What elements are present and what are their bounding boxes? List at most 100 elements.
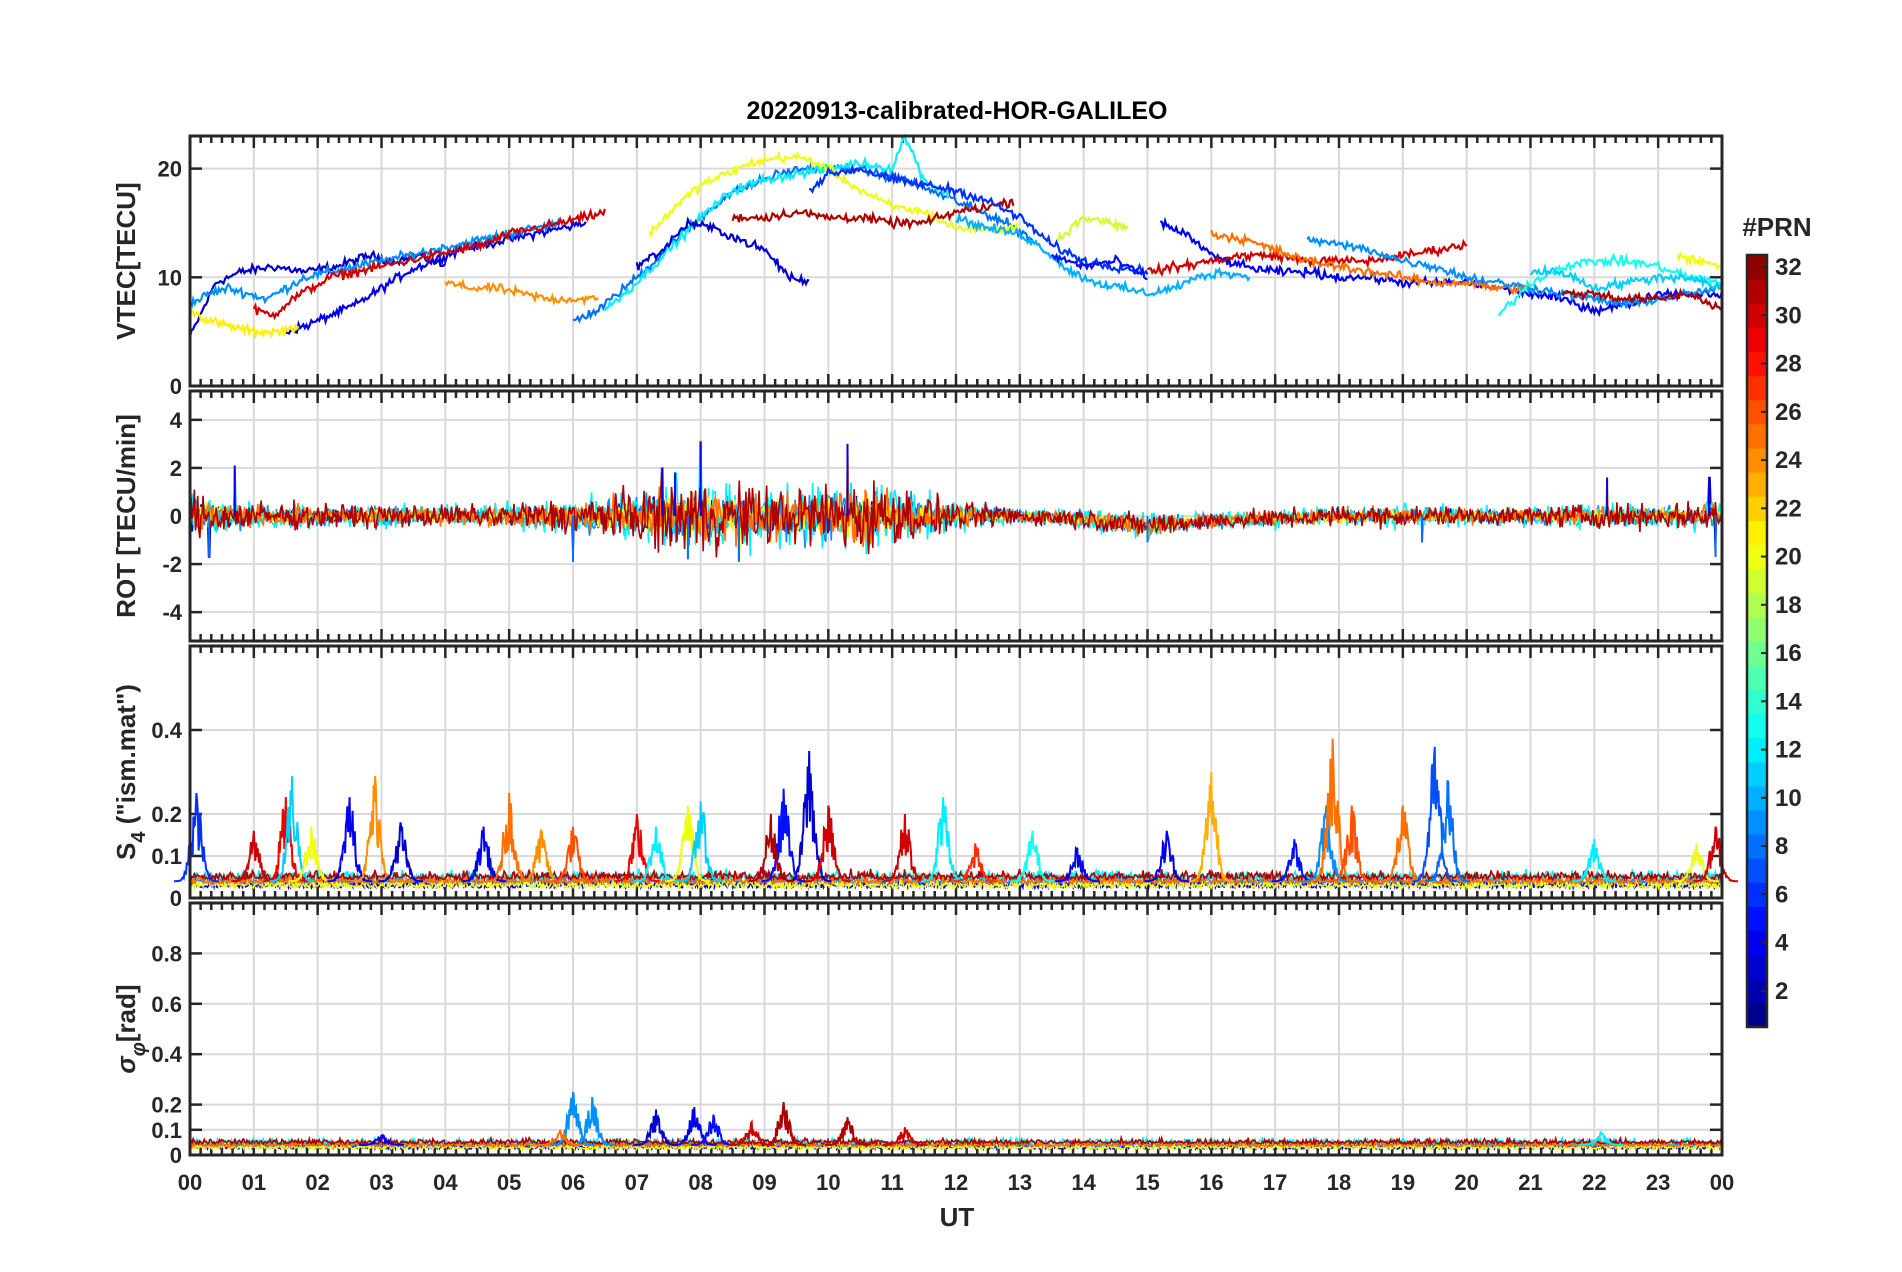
colorbar-cell bbox=[1747, 641, 1767, 666]
panel-vtec-yticks: 0 10 20 bbox=[158, 157, 182, 399]
colorbar-cell bbox=[1747, 882, 1767, 907]
series-line-prn-31 bbox=[189, 472, 1723, 558]
colorbar-cell bbox=[1747, 327, 1767, 353]
colorbar-cell bbox=[1747, 520, 1767, 546]
x-tick-label: 12 bbox=[944, 1170, 968, 1195]
series-line-prn-4 bbox=[1159, 216, 1724, 318]
panel-s4-yticks: 0 0.1 0.2 0.4 bbox=[151, 718, 182, 911]
panel-sigma-phi-ylabel-sub: φ bbox=[128, 1042, 150, 1056]
panel-sigma-phi-ylabel-rest: [rad] bbox=[111, 984, 141, 1042]
colorbar-cell bbox=[1747, 255, 1767, 280]
burst-prn-11 bbox=[269, 776, 315, 883]
colorbar-tick-label: 24 bbox=[1775, 447, 1802, 474]
x-tick-label: 07 bbox=[625, 1170, 649, 1195]
burst-prn-27 bbox=[952, 843, 998, 883]
y-tick-label: 20 bbox=[158, 157, 182, 182]
x-tick-label: 10 bbox=[816, 1170, 840, 1195]
colorbar-cell bbox=[1747, 906, 1767, 932]
burst-prn-9 bbox=[1303, 805, 1349, 883]
series-line-prn-25 bbox=[189, 1137, 1723, 1150]
x-tick-label: 16 bbox=[1199, 1170, 1223, 1195]
colorbar-tick-label: 18 bbox=[1775, 592, 1802, 619]
colorbar-tick-label: 6 bbox=[1775, 881, 1788, 908]
y-tick-label: 0 bbox=[170, 504, 182, 529]
colorbar-cell bbox=[1747, 472, 1767, 497]
x-tick-label: 11 bbox=[881, 1170, 904, 1195]
colorbar-cell bbox=[1747, 568, 1767, 594]
y-tick-label: 0.1 bbox=[151, 1118, 182, 1143]
panel-sigma-phi-ylabel-main: σ bbox=[111, 1055, 141, 1074]
colorbar-tick-label: 2 bbox=[1775, 978, 1788, 1005]
y-tick-label: 0.4 bbox=[151, 1042, 182, 1067]
series-line-prn-3 bbox=[635, 216, 810, 287]
panel-sigma-phi: 00.10.2 0.4 0.6 0.8 σφ[rad] bbox=[111, 901, 1724, 1168]
x-tick-label: 05 bbox=[497, 1170, 521, 1195]
burst-prn-31 bbox=[748, 813, 794, 883]
x-tick-label: 01 bbox=[242, 1170, 266, 1195]
colorbar-tick-label: 10 bbox=[1775, 785, 1802, 812]
colorbar-cell bbox=[1747, 616, 1767, 642]
burst-prn-3 bbox=[633, 1109, 679, 1146]
panel-s4-ylabel: S4 ("ism.mat") bbox=[111, 684, 150, 860]
panel-s4: 0 0.1 0.2 0.4 S4 ("ism.mat") bbox=[111, 644, 1738, 911]
colorbar-cell bbox=[1747, 809, 1767, 835]
colorbar-cell bbox=[1747, 785, 1767, 811]
burst-prn-4 bbox=[327, 797, 372, 883]
panel-s4-ylabel-rest: ("ism.mat") bbox=[111, 684, 141, 831]
burst-prn-4 bbox=[461, 826, 506, 883]
x-tick-label: 03 bbox=[369, 1170, 393, 1195]
colorbar-cell bbox=[1747, 978, 1767, 1004]
y-tick-label: 0 bbox=[170, 1143, 182, 1168]
burst-prn-5 bbox=[761, 788, 806, 883]
burst-prn-20 bbox=[665, 805, 711, 883]
panel-rot-frame bbox=[188, 389, 1724, 643]
colorbar-cell bbox=[1747, 448, 1767, 473]
series-line-prn-31 bbox=[1561, 287, 1723, 312]
colorbar-tick-label: 30 bbox=[1775, 302, 1802, 329]
colorbar-tick-label: 14 bbox=[1775, 688, 1802, 715]
colorbar-cell bbox=[1747, 303, 1767, 328]
x-tick-label: 00 bbox=[1710, 1170, 1734, 1195]
colorbar-cell bbox=[1747, 689, 1767, 714]
colorbar-cell bbox=[1747, 279, 1767, 304]
series-line-prn-31 bbox=[189, 1134, 1723, 1147]
colorbar-cell bbox=[1747, 930, 1767, 956]
burst-prn-12 bbox=[1572, 839, 1617, 883]
y-tick-label: 2 bbox=[170, 456, 182, 481]
y-tick-label: 0.6 bbox=[151, 992, 182, 1017]
panel-sigma-phi-ylabel: σφ[rad] bbox=[111, 984, 150, 1073]
burst-prn-9 bbox=[550, 1091, 596, 1146]
burst-prn-12 bbox=[1578, 1130, 1624, 1147]
series-line-prn-13 bbox=[1497, 252, 1723, 317]
burst-prn-4 bbox=[1144, 830, 1189, 883]
x-tick-label: 00 bbox=[178, 1170, 202, 1195]
series-line-prn-11 bbox=[1529, 262, 1724, 294]
burst-prn-23 bbox=[1189, 771, 1234, 883]
colorbar-tick-label: 16 bbox=[1775, 640, 1802, 667]
series-line-prn-3 bbox=[188, 247, 447, 337]
panel-rot-yticks: -4 -2 0 2 4 bbox=[162, 408, 182, 625]
series-line-prn-12 bbox=[603, 133, 950, 312]
panel-sigma-phi-series bbox=[189, 1091, 1723, 1152]
colorbar-title: #PRN bbox=[1742, 212, 1811, 242]
panel-vtec-frame bbox=[188, 134, 1724, 388]
y-tick-label: 0 bbox=[170, 886, 182, 911]
chart-title: 20220913-calibrated-HOR-GALILEO bbox=[747, 97, 1168, 125]
burst-prn-4 bbox=[1054, 845, 1100, 883]
panel-vtec-ylabel: VTEC[TECU] bbox=[111, 182, 141, 339]
series-line-prn-25 bbox=[189, 870, 1723, 887]
colorbar-cell bbox=[1747, 1002, 1767, 1028]
burst-prn-24 bbox=[352, 776, 398, 883]
colorbar-cell bbox=[1747, 351, 1767, 377]
burst-prn-6 bbox=[174, 792, 219, 883]
x-axis-tick-labels: 00 01 02 03 04 05 06 07 08 09 10 11 12 13 14 15 16 17 18 19… bbox=[178, 1170, 1734, 1195]
x-axis-label: UT bbox=[940, 1202, 975, 1232]
panel-rot: -4 -2 0 2 4 ROT [TECU/min] bbox=[111, 389, 1724, 643]
colorbar-tick-label: 26 bbox=[1775, 399, 1802, 426]
burst-prn-7 bbox=[1412, 746, 1458, 883]
series-line-prn-24 bbox=[444, 277, 599, 307]
x-tick-label: 06 bbox=[561, 1170, 585, 1195]
y-tick-label: 0.8 bbox=[151, 941, 182, 966]
